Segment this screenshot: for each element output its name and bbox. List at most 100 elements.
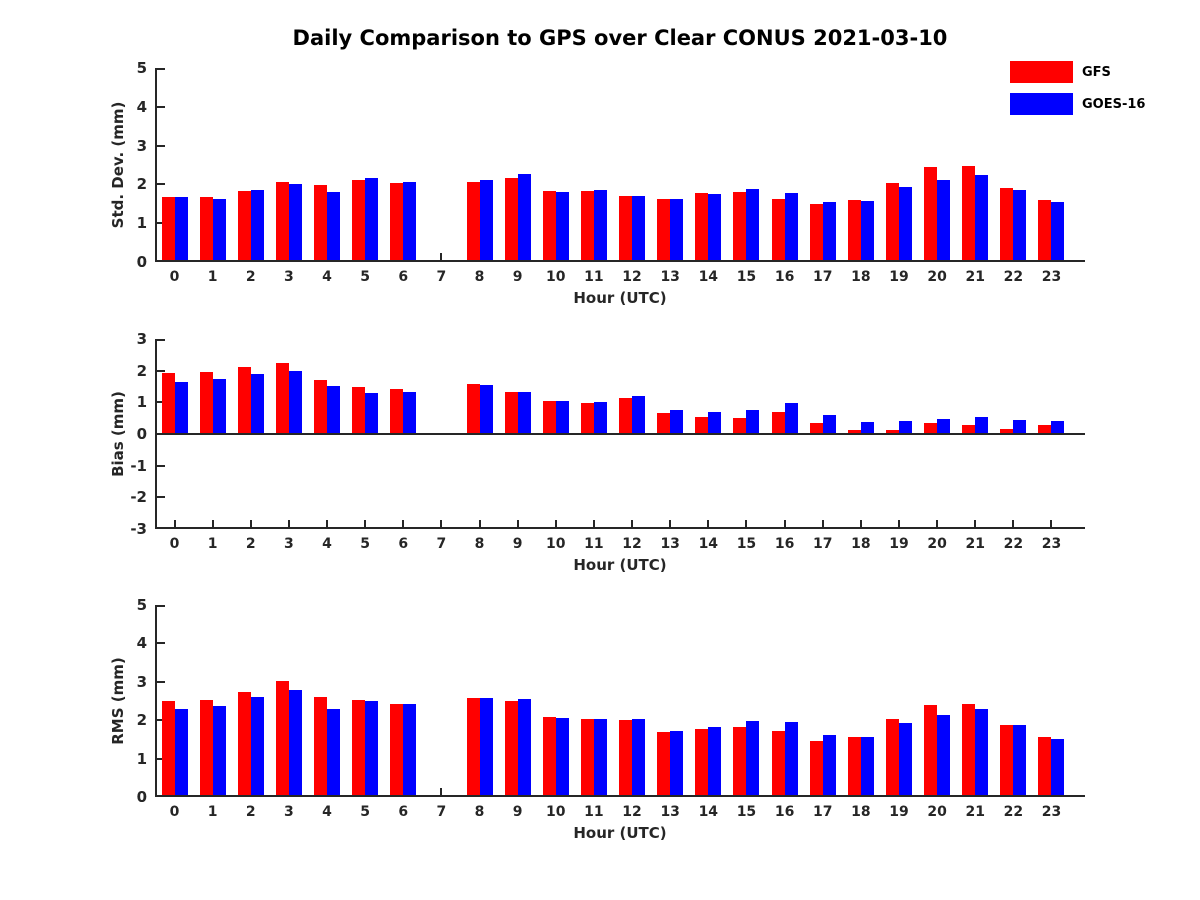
bar-gfs-hour-1 <box>199 700 213 795</box>
bar-gfs-hour-9 <box>504 177 518 260</box>
legend-label-goes16: GOES-16 <box>1082 96 1146 112</box>
rms-subplot: RMS (mm) Hour (UTC) 0 1 2 3 4 5 0 1 2 3 4 5 6 7 8 9 10 11… <box>109 596 1085 842</box>
x-tick-label: 10 <box>546 536 566 552</box>
bar-gfs-hour-21 <box>962 166 976 260</box>
x-tick-label: 14 <box>698 804 719 820</box>
x-tick-label: 13 <box>660 269 680 285</box>
y-tick <box>157 680 165 683</box>
bias-x-axis-label: Hour (UTC) <box>573 556 667 574</box>
bar-goes16-hour-16 <box>784 402 798 433</box>
bar-gfs-hour-11 <box>580 191 594 260</box>
bar-goes16-hour-18 <box>860 421 874 433</box>
bar-goes16-hour-5 <box>365 177 379 260</box>
bar-goes16-hour-4 <box>327 708 341 795</box>
bar-gfs-hour-10 <box>542 400 556 433</box>
y-tick-label: 3 <box>136 330 147 348</box>
y-tick <box>157 339 165 341</box>
y-tick-label: 0 <box>136 425 147 443</box>
zero-line <box>155 433 1085 435</box>
bar-gfs-hour-13 <box>657 199 671 260</box>
y-tick-label: 4 <box>136 97 147 116</box>
x-tick-label: 7 <box>436 269 447 285</box>
y-tick <box>157 464 165 467</box>
x-tick <box>440 520 443 527</box>
x-tick <box>249 520 252 527</box>
x-tick <box>821 520 824 527</box>
x-tick-label: 10 <box>546 804 566 820</box>
x-tick <box>669 520 672 527</box>
y-tick-label: -3 <box>130 520 147 538</box>
bar-gfs-hour-12 <box>619 398 633 433</box>
x-tick-label: 23 <box>1041 269 1062 285</box>
bar-goes16-hour-17 <box>822 414 836 433</box>
x-tick-label: 20 <box>927 536 947 552</box>
x-tick <box>745 520 748 527</box>
x-tick-label: 14 <box>698 536 719 552</box>
legend-label-gfs: GFS <box>1082 64 1111 80</box>
y-tick-label: 1 <box>136 749 147 768</box>
bar-goes16-hour-4 <box>327 386 341 433</box>
bar-goes16-hour-8 <box>479 697 493 795</box>
x-tick-label: 11 <box>584 269 604 285</box>
y-tick-label: 0 <box>136 253 147 271</box>
x-tick <box>326 520 329 527</box>
bar-gfs-hour-4 <box>314 185 328 260</box>
bar-gfs-hour-1 <box>199 372 213 433</box>
bar-gfs-hour-10 <box>542 717 556 795</box>
bar-gfs-hour-12 <box>619 195 633 260</box>
bar-gfs-hour-10 <box>542 190 556 260</box>
x-tick <box>707 520 710 527</box>
y-tick <box>157 642 165 645</box>
x-tick-label: 16 <box>774 269 795 285</box>
x-tick-label: 8 <box>474 269 485 285</box>
bar-gfs-hour-4 <box>314 697 328 795</box>
bar-goes16-hour-10 <box>555 718 569 795</box>
bar-gfs-hour-14 <box>695 193 709 260</box>
bar-goes16-hour-14 <box>708 194 722 260</box>
bar-gfs-hour-9 <box>504 391 518 433</box>
rms-x-axis-label: Hour (UTC) <box>573 824 667 842</box>
x-tick-label: 6 <box>398 804 409 820</box>
y-tick <box>157 222 165 225</box>
bar-goes16-hour-2 <box>250 697 264 795</box>
bar-gfs-hour-2 <box>237 367 251 433</box>
x-tick-label: 13 <box>660 804 680 820</box>
x-tick-label: 19 <box>889 536 909 552</box>
y-tick <box>157 795 165 797</box>
bar-gfs-hour-14 <box>695 416 709 433</box>
stddev-y-axis-label: Std. Dev. (mm) <box>109 101 127 229</box>
bar-gfs-hour-21 <box>962 425 976 433</box>
x-tick-label: 7 <box>436 536 447 552</box>
bar-gfs-hour-20 <box>924 423 938 433</box>
y-tick <box>157 757 165 760</box>
y-tick <box>157 719 165 722</box>
bar-gfs-hour-3 <box>275 181 289 260</box>
bar-gfs-hour-15 <box>733 191 747 260</box>
x-tick-label: 3 <box>284 804 294 820</box>
x-tick-label: 4 <box>322 536 332 552</box>
x-tick-label: 19 <box>889 804 909 820</box>
y-axis-line <box>155 68 157 262</box>
bar-goes16-hour-1 <box>212 198 226 260</box>
bar-gfs-hour-11 <box>580 402 594 433</box>
x-tick <box>974 520 977 527</box>
x-tick-label: 12 <box>622 269 642 285</box>
x-tick-label: 18 <box>851 536 871 552</box>
bar-goes16-hour-15 <box>746 721 760 795</box>
bar-gfs-hour-23 <box>1038 200 1052 260</box>
bar-goes16-hour-2 <box>250 190 264 260</box>
bar-gfs-hour-9 <box>504 701 518 795</box>
stddev-x-axis-label: Hour (UTC) <box>573 289 667 307</box>
x-tick-label: 15 <box>736 804 757 820</box>
bar-goes16-hour-12 <box>632 395 646 433</box>
bar-goes16-hour-18 <box>860 201 874 260</box>
x-tick <box>211 520 214 527</box>
x-tick-label: 17 <box>812 536 833 552</box>
bar-goes16-hour-6 <box>403 182 417 260</box>
x-tick-label: 15 <box>736 269 757 285</box>
y-tick <box>157 433 165 435</box>
bar-gfs-hour-22 <box>1000 188 1014 260</box>
x-tick-label: 15 <box>736 536 757 552</box>
bar-gfs-hour-16 <box>771 199 785 260</box>
